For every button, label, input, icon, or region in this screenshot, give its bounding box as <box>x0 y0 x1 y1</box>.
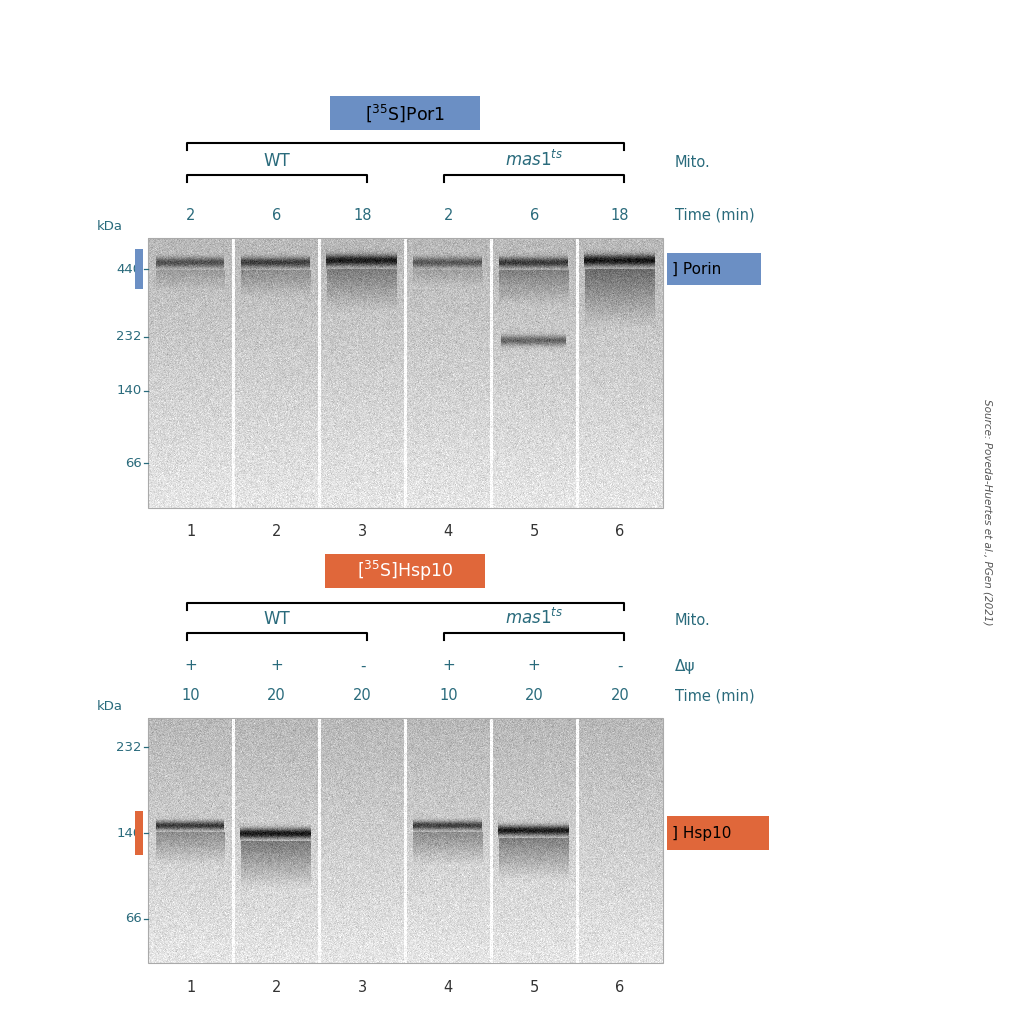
Text: Mito.: Mito. <box>675 613 710 628</box>
Text: 6: 6 <box>615 524 624 540</box>
Text: kDa: kDa <box>97 699 123 713</box>
Text: 2: 2 <box>186 208 196 222</box>
Text: 6: 6 <box>615 980 624 994</box>
Text: ] Porin: ] Porin <box>672 261 722 276</box>
Text: +: + <box>443 658 455 674</box>
FancyBboxPatch shape <box>331 96 480 130</box>
Text: 20: 20 <box>525 688 544 703</box>
Bar <box>148 238 663 508</box>
Text: 140: 140 <box>117 826 142 840</box>
Text: 6: 6 <box>272 208 281 222</box>
Text: -: - <box>617 658 623 674</box>
Text: 18: 18 <box>611 208 629 222</box>
Text: 6: 6 <box>530 208 539 222</box>
Text: kDa: kDa <box>97 219 123 232</box>
Text: -: - <box>360 658 365 674</box>
Text: 232: 232 <box>117 741 142 754</box>
Text: 20: 20 <box>353 688 371 703</box>
Text: $\mathit{mas1}^{ts}$: $\mathit{mas1}^{ts}$ <box>505 150 563 170</box>
FancyBboxPatch shape <box>326 554 485 588</box>
FancyBboxPatch shape <box>667 253 761 285</box>
Text: 232: 232 <box>117 330 142 343</box>
Text: +: + <box>528 658 541 674</box>
Bar <box>135 811 143 855</box>
Text: [$^{35}$S]Por1: [$^{35}$S]Por1 <box>365 102 446 124</box>
Text: $\mathit{mas1}^{ts}$: $\mathit{mas1}^{ts}$ <box>505 608 563 628</box>
Text: 20: 20 <box>611 688 629 703</box>
Text: 4: 4 <box>444 524 453 540</box>
Text: 2: 2 <box>272 980 281 994</box>
Text: 3: 3 <box>358 524 367 540</box>
Text: 10: 10 <box>439 688 458 703</box>
Text: Δψ: Δψ <box>675 658 695 674</box>
Text: 440: 440 <box>117 262 142 275</box>
Text: Mito.: Mito. <box>675 155 710 170</box>
Text: +: + <box>270 658 283 674</box>
Text: 66: 66 <box>125 912 142 926</box>
Text: 18: 18 <box>353 208 371 222</box>
Text: ] Hsp10: ] Hsp10 <box>672 825 732 841</box>
FancyBboxPatch shape <box>667 816 769 850</box>
Bar <box>135 249 143 289</box>
Text: 2: 2 <box>272 524 281 540</box>
Text: Source: Poveda-Huertes et al., PGen (2021): Source: Poveda-Huertes et al., PGen (202… <box>983 398 993 626</box>
Text: Time (min): Time (min) <box>675 208 754 222</box>
Text: 2: 2 <box>444 208 453 222</box>
Text: 140: 140 <box>117 384 142 397</box>
Text: Time (min): Time (min) <box>675 688 754 703</box>
Text: [$^{35}$S]Hsp10: [$^{35}$S]Hsp10 <box>357 559 454 583</box>
Text: 1: 1 <box>187 980 196 994</box>
Text: 20: 20 <box>267 688 286 703</box>
Bar <box>148 718 663 963</box>
Text: 1: 1 <box>187 524 196 540</box>
Text: 4: 4 <box>444 980 453 994</box>
Text: 5: 5 <box>530 524 539 540</box>
Text: WT: WT <box>263 610 290 628</box>
Text: 3: 3 <box>358 980 367 994</box>
Text: +: + <box>185 658 197 674</box>
Text: 5: 5 <box>530 980 539 994</box>
Text: 10: 10 <box>182 688 200 703</box>
Text: 66: 66 <box>125 457 142 470</box>
Text: WT: WT <box>263 152 290 170</box>
